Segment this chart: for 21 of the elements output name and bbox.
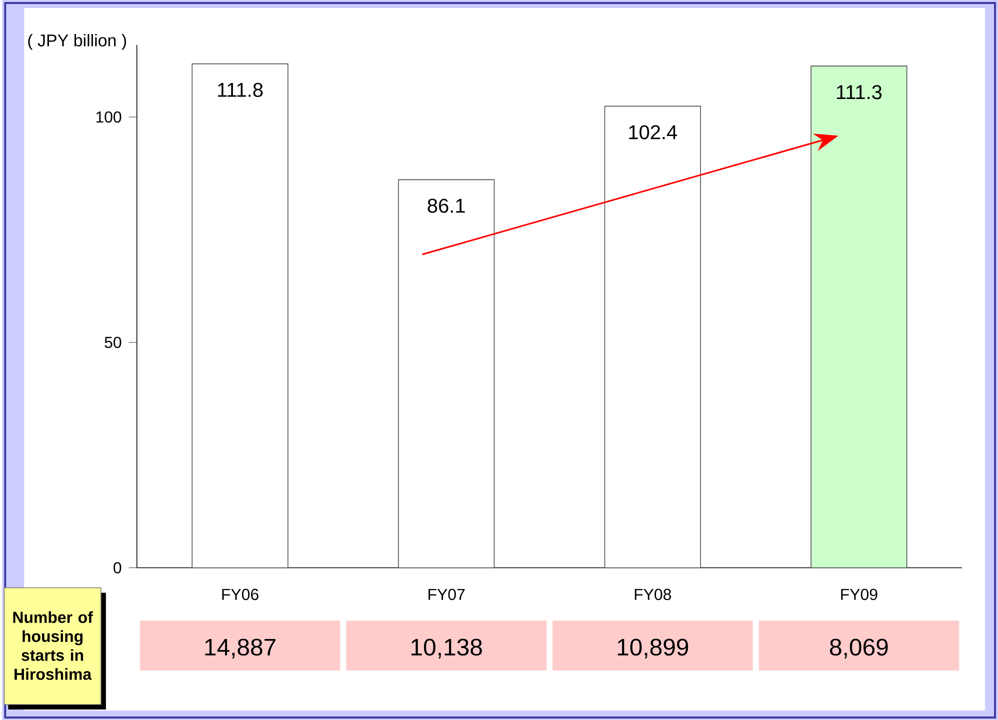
x-tick-label: FY06 <box>222 588 258 600</box>
text: 8,069 <box>830 638 888 658</box>
data-label: 86.1 <box>428 198 465 213</box>
data-label: 111.3 <box>836 84 882 100</box>
x-tick-label: FY08 <box>634 588 671 600</box>
y-tick-label: 50 <box>104 336 122 348</box>
data-label: 102.4 <box>629 125 678 140</box>
text: Number of housing starts in Hiroshima <box>13 611 93 680</box>
y-tick-label: 0 <box>114 562 122 574</box>
bar <box>604 106 701 568</box>
bar <box>810 65 908 568</box>
x-tick-label: FY07 <box>428 588 465 600</box>
text: 14,887 <box>205 638 276 658</box>
y-tick-label: 100 <box>96 111 122 122</box>
text: 10,899 <box>618 638 688 658</box>
bar <box>398 179 495 568</box>
x-tick-label: FY09 <box>841 588 878 600</box>
bar <box>192 63 288 568</box>
y-axis-title: ( JPY billion ) <box>28 34 126 50</box>
data-label: 111.8 <box>218 82 263 97</box>
text: 10,138 <box>412 638 482 658</box>
